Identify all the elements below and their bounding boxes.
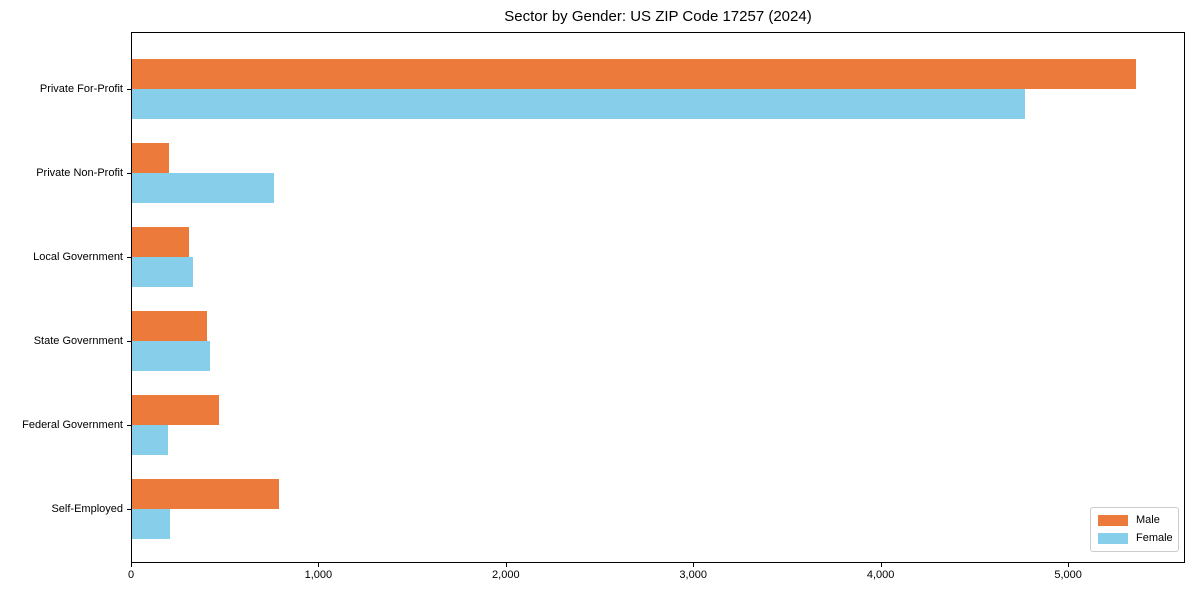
y-tick-label-private-for-profit: Private For-Profit [39, 83, 123, 95]
legend-entry-female: Female [1098, 532, 1173, 545]
bar-female-federal-government [132, 425, 168, 455]
y-tick-label-self-employed: Self-Employed [51, 503, 123, 515]
x-tick-label-2,000: 2,000 [492, 569, 520, 581]
x-tick-label-3,000: 3,000 [679, 569, 707, 581]
x-tick-mark-0 [131, 563, 132, 567]
y-tick-label-federal-government: Federal Government [22, 419, 123, 431]
y-tick-label-state-government: State Government [33, 335, 123, 347]
bar-male-private-for-profit [132, 59, 1136, 89]
x-tick-label-1,000: 1,000 [304, 569, 333, 581]
x-tick-mark-3,000 [693, 563, 695, 567]
legend-label-male: Male [1136, 514, 1160, 526]
y-tick-mark-private-for-profit [127, 89, 131, 90]
bar-female-local-government [132, 257, 194, 287]
plot-area [131, 32, 1185, 563]
x-tick-mark-2,000 [505, 563, 507, 567]
legend-swatch-male [1098, 515, 1128, 526]
y-tick-label-private-non-profit: Private Non-Profit [36, 167, 123, 179]
x-tick-label-0: 0 [127, 569, 135, 581]
x-tick-label-5,000: 5,000 [1054, 569, 1082, 581]
bar-female-state-government [132, 341, 211, 371]
legend-label-female: Female [1136, 532, 1173, 544]
legend-swatch-female [1098, 533, 1128, 544]
bar-female-private-for-profit [132, 89, 1026, 119]
legend-entry-male: Male [1098, 514, 1171, 527]
bar-male-self-employed [132, 479, 279, 509]
x-tick-mark-5,000 [1068, 563, 1070, 567]
legend: Male Female [1090, 507, 1179, 552]
y-tick-mark-self-employed [127, 509, 131, 510]
x-tick-mark-1,000 [318, 563, 320, 567]
bar-male-private-non-profit [132, 143, 170, 173]
y-tick-mark-federal-government [127, 425, 131, 426]
chart-title: Sector by Gender: US ZIP Code 17257 (202… [504, 8, 812, 25]
y-tick-label-local-government: Local Government [33, 251, 123, 263]
bar-female-private-non-profit [132, 173, 275, 203]
y-tick-mark-local-government [127, 257, 131, 258]
bar-male-local-government [132, 227, 189, 257]
bar-male-federal-government [132, 395, 220, 425]
x-tick-label-4,000: 4,000 [866, 569, 895, 581]
x-tick-mark-4,000 [880, 563, 882, 567]
bar-female-self-employed [132, 509, 171, 539]
y-tick-mark-state-government [127, 341, 131, 342]
bar-male-state-government [132, 311, 207, 341]
y-tick-mark-private-non-profit [127, 173, 131, 174]
